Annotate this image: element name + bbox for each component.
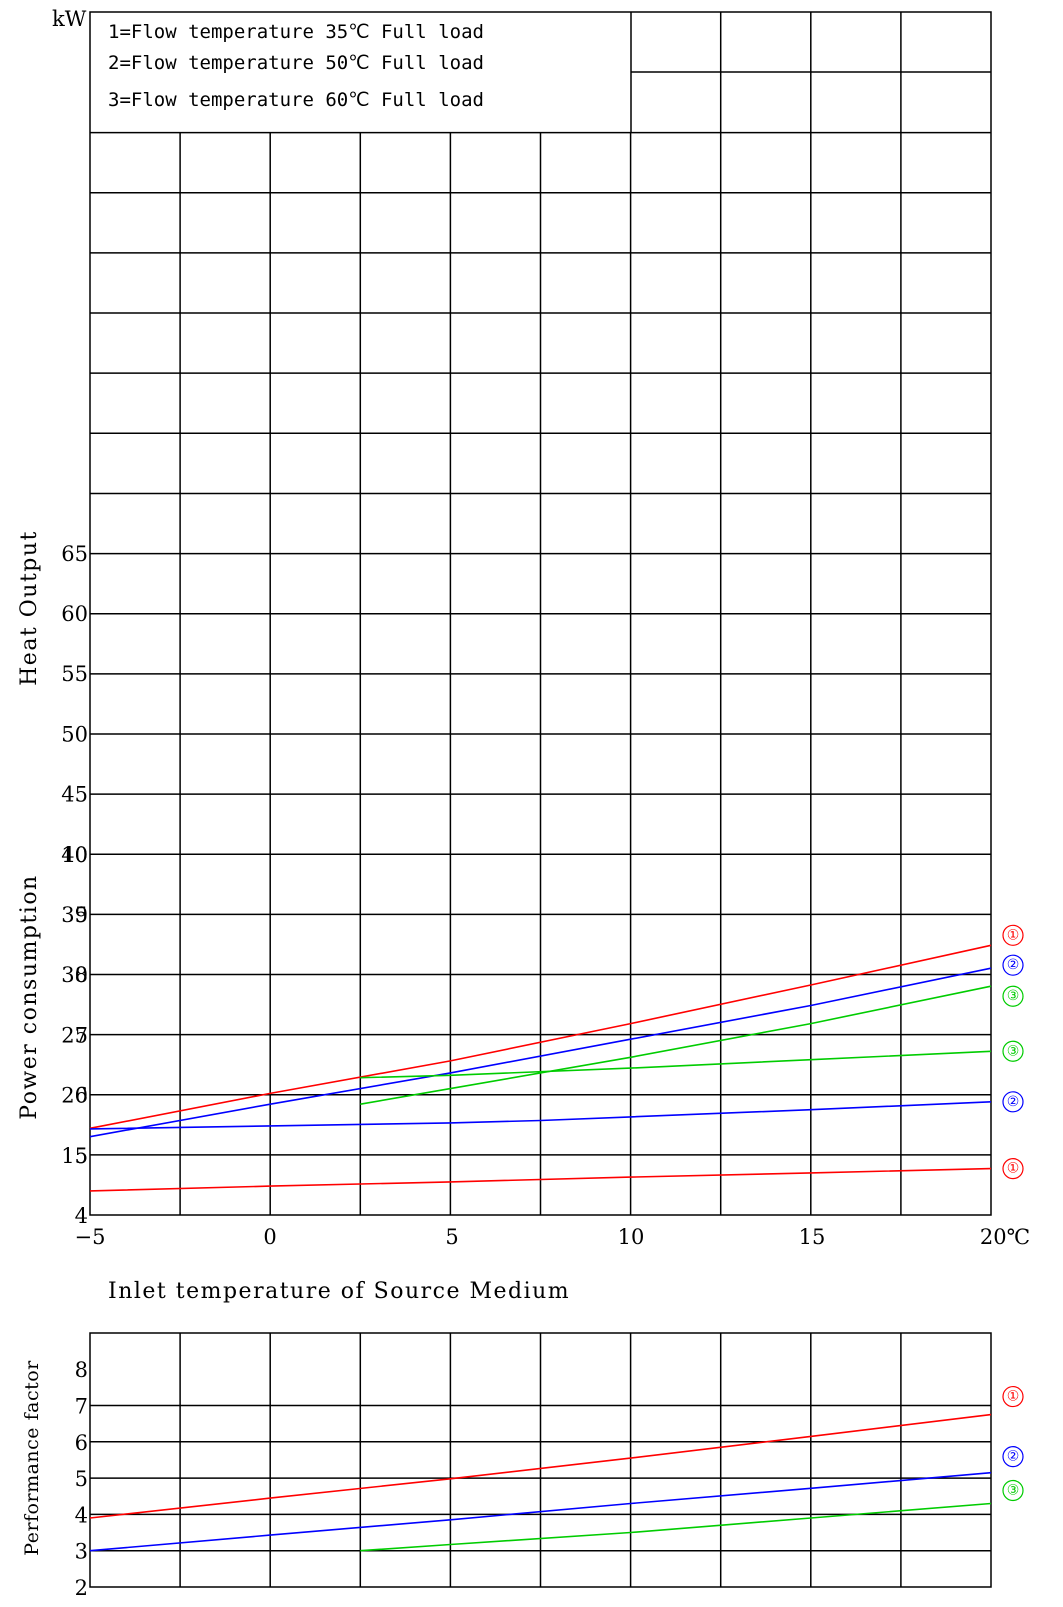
x-tick-label: 15 [799, 1225, 826, 1249]
y-tick-label-power: 4 [75, 1204, 88, 1228]
series-line-power [360, 1050, 992, 1079]
y-tick-label-heat: 65 [61, 542, 88, 566]
x-tick-label: −5 [75, 1225, 106, 1249]
legend-entry-1: 1=Flow temperature 35℃ Full load [108, 21, 484, 43]
y-tick-label-heat: 35 [61, 903, 88, 927]
y-tick-label-cop: 4 [75, 1503, 88, 1527]
series-marker-circle [1002, 1091, 1024, 1113]
y-tick-label-power: 8 [75, 963, 88, 987]
y-tick-label-heat: 50 [61, 722, 88, 746]
series-marker-label: ③ [1007, 1483, 1020, 1499]
series-marker-circle [1002, 985, 1024, 1007]
series-line-heat [89, 944, 992, 1130]
y-tick-label-cop: 6 [75, 1431, 88, 1455]
y-tick-label-cop: 2 [75, 1576, 88, 1600]
unit-label-kw: kW [52, 7, 87, 31]
series-marker-circle [1002, 1385, 1024, 1408]
y-tick-label-power: 9 [75, 903, 88, 927]
series-line-cop [89, 1413, 992, 1519]
series-marker-label: ① [1007, 927, 1020, 943]
series-marker-label: ② [1007, 1094, 1020, 1110]
legend-entry-2: 2=Flow temperature 50℃ Full load [108, 52, 484, 74]
x-tick-label: 10 [618, 1225, 645, 1249]
series-marker-label: ① [1007, 1161, 1020, 1177]
legend-entry-3: 3=Flow temperature 60℃ Full load [108, 89, 484, 111]
series-marker-circle [1002, 1446, 1024, 1468]
y-tick-label-power: 10 [61, 843, 88, 867]
series-marker-circle [1002, 1040, 1024, 1062]
legend-box: 1=Flow temperature 35℃ Full load 2=Flow … [108, 21, 484, 111]
x-tick-label: 20℃ [980, 1225, 1030, 1249]
y-tick-label-cop: 5 [75, 1467, 88, 1491]
power-consumption-axis-label: Power consumption [17, 874, 42, 1119]
series-layer [89, 944, 992, 1552]
series-marker-label: ③ [1007, 988, 1020, 1004]
series-marker-label: ② [1007, 1449, 1020, 1465]
x-axis-label: Inlet temperature of Source Medium [108, 1279, 570, 1304]
y-tick-label-heat: 60 [61, 602, 88, 626]
y-tick-label-heat: 20 [61, 1084, 88, 1108]
series-line-power [89, 1167, 992, 1192]
y-tick-label-heat: 30 [61, 963, 88, 987]
x-tick-label: 0 [263, 1225, 276, 1249]
series-marker-circle [1002, 1479, 1024, 1502]
series-marker-circle [1002, 924, 1024, 946]
series-marker-label: ② [1007, 957, 1020, 973]
performance-factor-axis-label: Performance factor [21, 1360, 43, 1556]
series-line-cop [89, 1471, 992, 1552]
series-line-heat [89, 967, 992, 1138]
y-tick-label-heat: 40 [61, 843, 88, 867]
y-tick-label-heat: 15 [61, 1144, 88, 1168]
y-tick-label-power: 7 [75, 1023, 88, 1047]
series-line-heat [360, 985, 992, 1105]
grid-layer [89, 11, 992, 1588]
series-marker-circle [1002, 954, 1024, 976]
y-tick-label-heat: 45 [61, 783, 88, 807]
series-marker-label: ③ [1007, 1043, 1020, 1059]
y-tick-label-power: 6 [75, 1084, 88, 1108]
heat-output-axis-label: Heat Output [17, 530, 42, 686]
series-marker-label: ① [1007, 1389, 1020, 1405]
y-tick-label-cop: 3 [75, 1540, 88, 1564]
x-tick-label: 5 [445, 1225, 458, 1249]
series-markers: ① ② ③ ① ② ③ ① ② ③ [1002, 924, 1024, 1502]
y-tick-label-heat: 55 [61, 662, 88, 686]
series-line-cop [360, 1502, 992, 1552]
series-line-power [89, 1101, 992, 1130]
y-tick-label-power: 5 [75, 1144, 88, 1168]
y-tick-label-cop: 8 [75, 1358, 88, 1382]
y-tick-label-cop: 7 [75, 1395, 88, 1419]
series-marker-circle [1002, 1158, 1024, 1180]
y-tick-label-heat: 25 [61, 1023, 88, 1047]
